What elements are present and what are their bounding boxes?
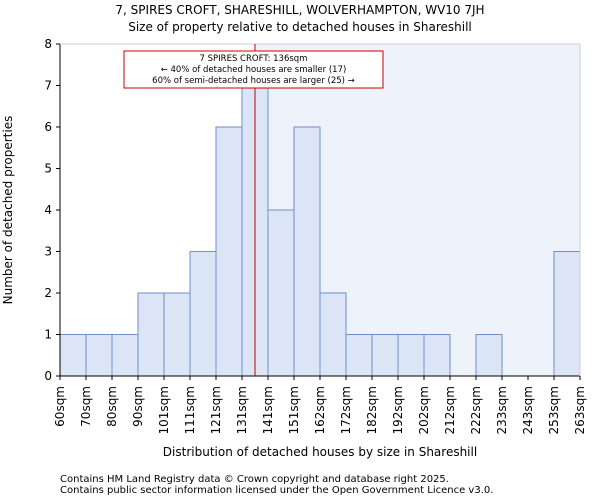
- annotation-line-2: ← 40% of detached houses are smaller (17…: [161, 65, 347, 75]
- x-tick-label-90sqm: 90sqm: [131, 386, 145, 427]
- y-tick-label-8: 8: [44, 37, 52, 51]
- annotation-box: [123, 50, 384, 89]
- bar-70sqm: [85, 334, 113, 377]
- bar-182sqm: [371, 334, 399, 377]
- x-tick-label-80sqm: 80sqm: [105, 386, 119, 427]
- bar-253sqm: [553, 251, 581, 377]
- x-tick-label-192sqm: 192sqm: [391, 386, 405, 434]
- x-tick-label-70sqm: 70sqm: [79, 386, 93, 427]
- bar-222sqm: [475, 334, 503, 377]
- y-tick-label-7: 7: [44, 79, 52, 93]
- x-tick-label-111sqm: 111sqm: [183, 386, 197, 434]
- y-axis-title: Number of detached properties: [1, 116, 15, 305]
- x-tick-label-202sqm: 202sqm: [417, 386, 431, 434]
- x-axis-title: Distribution of detached houses by size …: [163, 445, 477, 459]
- bar-121sqm: [215, 126, 243, 377]
- bar-141sqm: [267, 209, 295, 377]
- y-tick-label-4: 4: [44, 203, 52, 217]
- bar-60sqm: [59, 334, 87, 377]
- y-tick-label-5: 5: [44, 162, 52, 176]
- x-tick-label-263sqm: 263sqm: [573, 386, 587, 434]
- bar-172sqm: [345, 334, 373, 377]
- bar-162sqm: [319, 292, 347, 377]
- footer-line-2: Contains public sector information licen…: [60, 485, 494, 496]
- x-tick-label-253sqm: 253sqm: [547, 386, 561, 434]
- x-tick-label-121sqm: 121sqm: [209, 386, 223, 434]
- bar-151sqm: [293, 126, 321, 377]
- y-tick-label-3: 3: [44, 245, 52, 259]
- x-tick-label-233sqm: 233sqm: [495, 386, 509, 434]
- bar-80sqm: [111, 334, 139, 377]
- x-tick-label-131sqm: 131sqm: [235, 386, 249, 434]
- y-tick-label-2: 2: [44, 286, 52, 300]
- x-tick-label-243sqm: 243sqm: [521, 386, 535, 434]
- bar-90sqm: [137, 292, 165, 377]
- x-tick-label-172sqm: 172sqm: [339, 386, 353, 434]
- y-tick-label-6: 6: [44, 120, 52, 134]
- x-tick-label-182sqm: 182sqm: [365, 386, 379, 434]
- x-tick-label-212sqm: 212sqm: [443, 386, 457, 434]
- x-tick-label-151sqm: 151sqm: [287, 386, 301, 434]
- chart-subtitle: Size of property relative to detached ho…: [128, 20, 472, 34]
- y-tick-label-1: 1: [44, 328, 52, 342]
- annotation-line-1: 7 SPIRES CROFT: 136sqm: [200, 54, 308, 64]
- x-tick-label-141sqm: 141sqm: [261, 386, 275, 434]
- bar-101sqm: [163, 292, 191, 377]
- chart-title: 7, SPIRES CROFT, SHARESHILL, WOLVERHAMPT…: [115, 3, 485, 17]
- x-tick-label-162sqm: 162sqm: [313, 386, 327, 434]
- x-tick-label-60sqm: 60sqm: [53, 386, 67, 427]
- annotation-line-3: 60% of semi-detached houses are larger (…: [152, 76, 355, 86]
- y-tick-label-0: 0: [44, 369, 52, 383]
- bar-111sqm: [189, 251, 217, 377]
- bar-202sqm: [423, 334, 451, 377]
- x-tick-label-101sqm: 101sqm: [157, 386, 171, 434]
- bar-192sqm: [397, 334, 425, 377]
- x-tick-label-222sqm: 222sqm: [469, 386, 483, 434]
- footer-line-1: Contains HM Land Registry data © Crown c…: [60, 474, 449, 485]
